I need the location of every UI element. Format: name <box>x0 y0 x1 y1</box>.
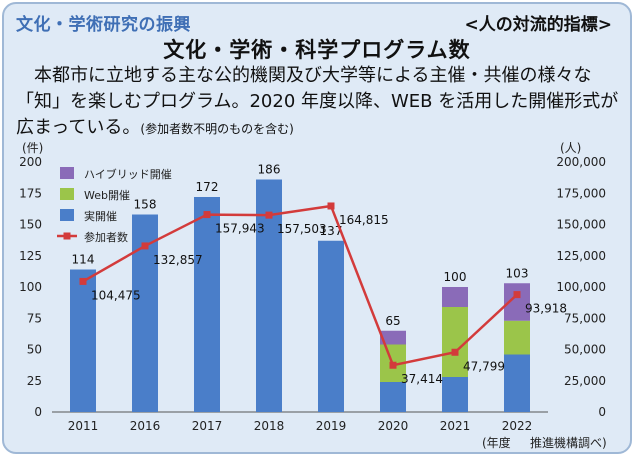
bar-inperson <box>194 197 220 412</box>
right-tick-label: 175,000 <box>556 186 606 200</box>
participants-point <box>203 211 211 219</box>
participants-label: 93,918 <box>525 302 567 316</box>
left-tick-label: 50 <box>27 343 42 357</box>
participants-label: 157,943 <box>215 222 265 236</box>
right-tick-label: 150,000 <box>556 218 606 232</box>
left-tick-label: 0 <box>34 405 42 419</box>
legend-label: ハイブリッド開催 <box>84 167 172 181</box>
legend-label: Web開催 <box>84 188 130 202</box>
bar-total-label: 186 <box>258 163 281 177</box>
participants-label: 157,503 <box>277 222 327 236</box>
x-tick-label: 2016 <box>130 419 161 433</box>
x-tick-label: 2019 <box>316 419 347 433</box>
bar-hybrid <box>380 330 406 345</box>
bar-total-label: 100 <box>444 270 467 284</box>
participants-label: 104,475 <box>91 288 141 302</box>
participants-line <box>82 204 518 367</box>
right-tick-label: 0 <box>598 405 606 419</box>
legend-swatch <box>60 209 74 221</box>
bar-total-label: 137 <box>320 224 343 238</box>
participants-label: 47,799 <box>463 359 505 373</box>
bar-inperson <box>442 377 468 412</box>
bar-inperson <box>504 354 530 412</box>
description-note: (参加者数不明のものを含む) <box>140 122 294 136</box>
left-tick-label: 175 <box>19 186 42 200</box>
left-tick-label: 200 <box>19 155 42 169</box>
participants-label: 164,815 <box>339 213 389 227</box>
x-axis-unit: (年度 <box>482 435 511 450</box>
x-tick-label: 2011 <box>68 419 99 433</box>
bar-total-label: 172 <box>196 180 219 194</box>
participants-point <box>389 361 397 369</box>
participants-point <box>451 348 459 356</box>
legend-label: 実開催 <box>84 209 117 223</box>
legend-label: 参加者数 <box>84 230 128 244</box>
right-tick-label: 100,000 <box>556 280 606 294</box>
participants-point <box>265 211 273 219</box>
right-axis-unit: (人) <box>560 141 581 155</box>
bar-total-label: 103 <box>506 266 529 280</box>
left-tick-label: 25 <box>27 374 42 388</box>
left-tick-label: 125 <box>19 249 42 263</box>
right-tick-label: 125,000 <box>556 249 606 263</box>
x-tick-label: 2020 <box>378 419 409 433</box>
legend-swatch <box>60 188 74 200</box>
x-tick-label: 2017 <box>192 419 223 433</box>
source-note: 推進機構調べ) <box>530 435 607 450</box>
right-tick-label: 50,000 <box>564 343 606 357</box>
bar-inperson <box>70 269 96 412</box>
bar-inperson <box>380 382 406 412</box>
right-tick-label: 75,000 <box>564 311 606 325</box>
bar-total-label: 114 <box>72 253 95 267</box>
x-tick-label: 2022 <box>502 419 533 433</box>
legend-swatch <box>60 167 74 179</box>
left-tick-label: 75 <box>27 311 42 325</box>
participants-label: 132,857 <box>153 253 203 267</box>
bar-total-label: 65 <box>385 314 400 328</box>
bar-web <box>442 307 468 377</box>
bar-inperson <box>318 240 344 412</box>
bar-hybrid <box>442 287 468 307</box>
bar-web <box>504 320 530 355</box>
right-tick-label: 200,000 <box>556 155 606 169</box>
left-axis-unit: (件) <box>22 141 43 155</box>
section-title: 文化・学術研究の振興 <box>16 15 191 35</box>
x-tick-label: 2021 <box>440 419 471 433</box>
indicator-tag: <人の対流的指標> <box>464 15 613 35</box>
participants-point <box>79 277 87 285</box>
bar-total-label: 158 <box>134 198 157 212</box>
description-text: 本都市に立地する主な公的機関及び大学等による主催・共催の様々な「知」を楽しむプロ… <box>16 65 619 138</box>
right-tick-label: 25,000 <box>564 374 606 388</box>
participants-point <box>141 242 149 250</box>
legend-line-marker <box>63 232 71 240</box>
chart-title: 文化・学術・科学プログラム数 <box>163 38 471 62</box>
participants-label: 37,414 <box>401 372 443 386</box>
description: 本都市に立地する主な公的機関及び大学等による主催・共催の様々な「知」を楽しむプロ… <box>16 63 620 142</box>
x-tick-label: 2018 <box>254 419 285 433</box>
left-tick-label: 100 <box>19 280 42 294</box>
participants-point <box>327 202 335 210</box>
left-tick-label: 150 <box>19 218 42 232</box>
participants-point <box>513 291 521 299</box>
